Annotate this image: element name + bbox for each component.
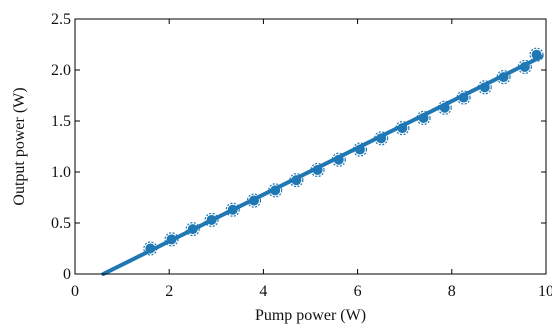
data-point: [354, 144, 365, 155]
data-point: [227, 204, 238, 215]
data-point: [498, 72, 509, 83]
data-point-outline: [143, 241, 158, 256]
data-point: [479, 82, 490, 93]
y-tick-label: 2.0: [51, 62, 71, 79]
data-point: [291, 175, 302, 186]
data-point-outline: [225, 202, 240, 217]
data-point-outline: [496, 70, 511, 85]
data-point: [519, 61, 530, 72]
data-point-outline: [331, 152, 346, 167]
plot-marks: [101, 47, 544, 276]
x-tick-label: 6: [354, 283, 362, 300]
data-point-outline: [289, 173, 304, 188]
data-point-outline: [456, 90, 471, 105]
data-point-outline: [268, 183, 283, 198]
x-tick-label: 8: [448, 283, 456, 300]
data-point: [312, 164, 323, 175]
y-tick-label: 2.5: [51, 11, 71, 28]
data-point: [333, 154, 344, 165]
y-axis-label: Output power (W): [11, 87, 28, 205]
data-point: [397, 123, 408, 134]
data-point-outline: [310, 162, 325, 178]
data-point-outline: [416, 110, 431, 126]
x-axis-label: Pump power (W): [255, 307, 366, 324]
data-point-outline: [164, 232, 179, 247]
x-tick-label: 4: [259, 283, 267, 300]
y-tick-label: 1.5: [51, 113, 71, 130]
data-point: [166, 234, 177, 245]
data-point: [187, 224, 198, 235]
data-point-outline: [185, 222, 200, 237]
data-point: [248, 195, 259, 206]
data-point: [458, 92, 469, 103]
data-point: [418, 112, 429, 123]
tick-labels: 0 2 4 6 8 10 0 0.5 1.0 1.5 2.0 2.5: [51, 11, 552, 300]
data-point: [206, 214, 217, 225]
x-tick-label: 0: [71, 283, 79, 300]
data-point-outline: [477, 80, 492, 95]
data-point: [439, 102, 450, 113]
data-point-outline: [246, 193, 262, 208]
y-tick-label: 1.0: [51, 164, 71, 181]
data-point-outline: [517, 59, 532, 75]
plot-frame: [74, 18, 547, 275]
x-tick-label: 10: [538, 283, 552, 300]
x-tick-label: 2: [165, 283, 173, 300]
data-point-outline: [204, 212, 219, 228]
data-point: [270, 185, 281, 196]
data-point: [376, 133, 387, 144]
axis-ticks: [74, 18, 547, 275]
data-point: [145, 243, 156, 254]
data-point-outline: [529, 47, 544, 62]
data-point-outline: [374, 131, 389, 146]
data-point-outline: [395, 121, 410, 136]
data-point-outline: [352, 142, 368, 157]
y-tick-label: 0: [63, 266, 71, 283]
y-tick-label: 0.5: [51, 215, 71, 232]
data-point-outline: [437, 100, 452, 115]
data-point: [531, 49, 542, 60]
